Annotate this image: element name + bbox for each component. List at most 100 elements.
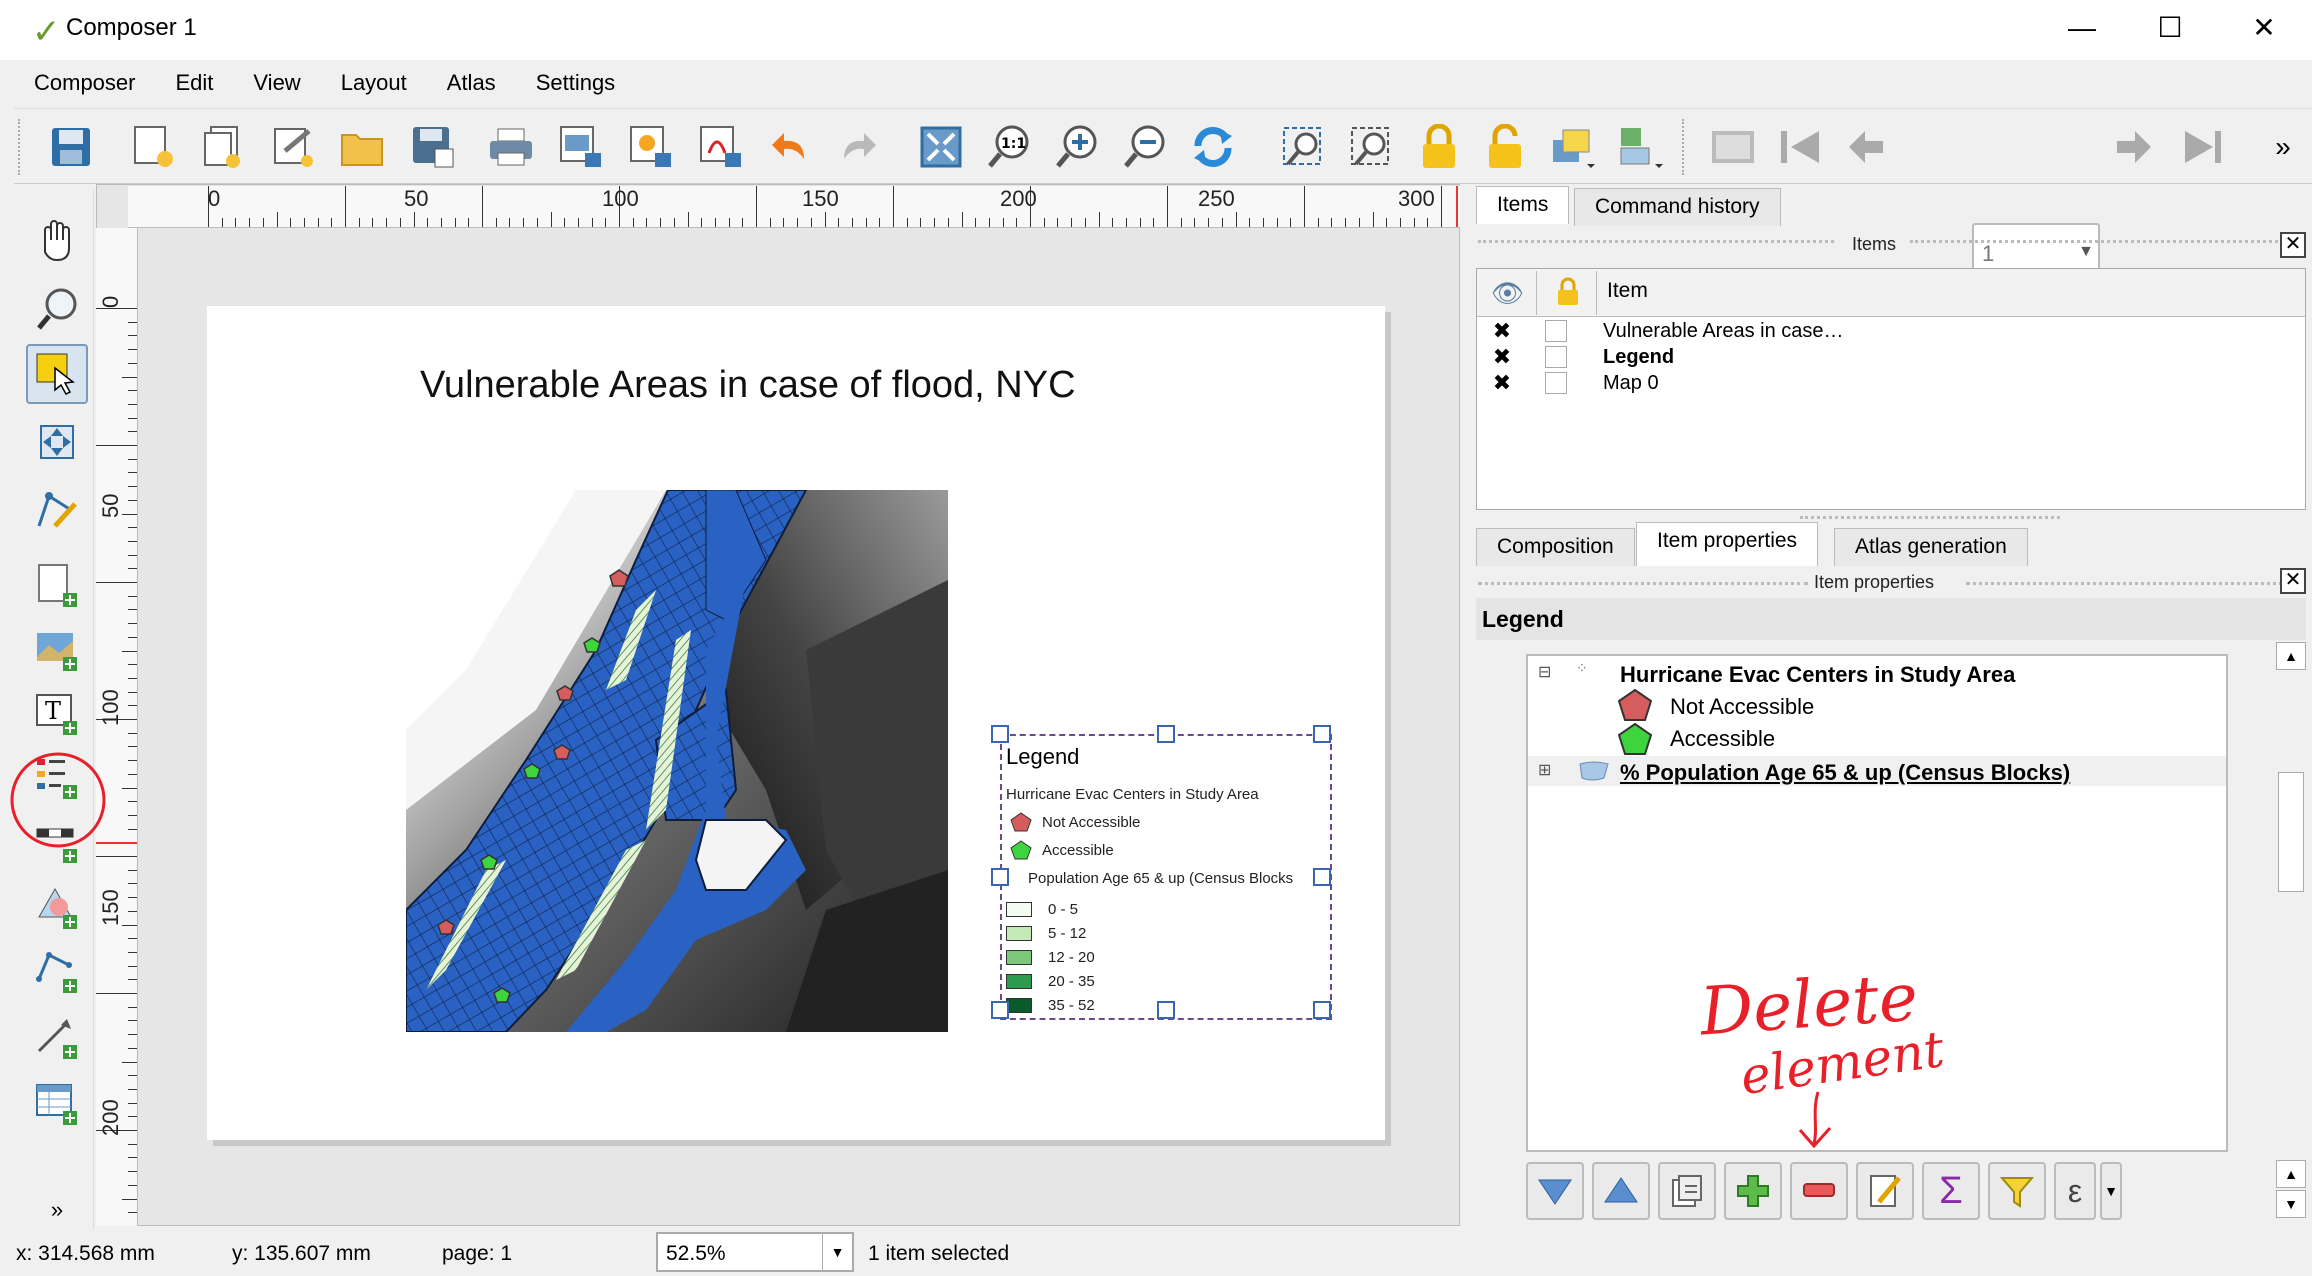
menu-layout[interactable]: Layout: [340, 70, 407, 95]
scroll-down-button[interactable]: ▼: [2276, 1190, 2306, 1218]
zoom-tool-icon[interactable]: [26, 278, 88, 338]
resize-handle[interactable]: [1157, 1001, 1175, 1019]
add-legend-icon[interactable]: [26, 748, 88, 808]
maximize-button[interactable]: ☐: [2157, 12, 2183, 43]
edit-nodes-tool-icon[interactable]: [26, 478, 88, 538]
vertical-ruler[interactable]: 0 50 100 150 200: [96, 228, 138, 1226]
add-shape-icon[interactable]: [26, 878, 88, 938]
visibility-checkbox[interactable]: ✖: [1492, 370, 1512, 395]
dock-grip[interactable]: [1910, 240, 2290, 250]
zoom-out-icon[interactable]: [1116, 119, 1174, 175]
toolbar-grip[interactable]: [18, 119, 24, 175]
add-polygon-icon[interactable]: [26, 942, 88, 1002]
export-pdf-icon[interactable]: [692, 119, 750, 175]
resize-handle[interactable]: [991, 1001, 1009, 1019]
save-template-icon[interactable]: [404, 119, 462, 175]
dock-grip[interactable]: [1478, 240, 1834, 250]
add-arrow-icon[interactable]: [26, 1008, 88, 1068]
chevron-down-icon[interactable]: ▼: [822, 1234, 852, 1270]
resize-handle[interactable]: [1313, 725, 1331, 743]
toolbox-more-icon[interactable]: »: [50, 1197, 64, 1222]
lock-checkbox[interactable]: [1545, 346, 1567, 368]
legend-section-header[interactable]: Legend: [1476, 598, 2306, 640]
tree-group-label[interactable]: Hurricane Evac Centers in Study Area: [1620, 662, 2016, 687]
expand-icon[interactable]: ⊞: [1538, 762, 1552, 779]
select-move-tool-icon[interactable]: [26, 344, 88, 404]
items-table[interactable]: 👁 Item ✖ Vulnerable Areas in case… ✖ Leg…: [1476, 268, 2306, 510]
menu-composer[interactable]: Composer: [34, 70, 136, 95]
undo-icon[interactable]: [762, 119, 820, 175]
tab-items[interactable]: Items: [1476, 186, 1570, 224]
resize-handle[interactable]: [1313, 1001, 1331, 1019]
table-row[interactable]: ✖ Legend: [1477, 345, 2305, 371]
expression-icon[interactable]: ε: [2054, 1162, 2096, 1220]
zoom-combobox[interactable]: 52.5% ▼: [656, 1232, 854, 1272]
properties-scrollbar[interactable]: ▲ ▲ ▼: [2274, 642, 2308, 1222]
lock-icon[interactable]: [1410, 119, 1468, 175]
add-page-icon[interactable]: [26, 556, 88, 616]
tab-command-history[interactable]: Command history: [1574, 188, 1781, 226]
visibility-checkbox[interactable]: ✖: [1492, 344, 1512, 369]
legend-item[interactable]: Legend Hurricane Evac Centers in Study A…: [1000, 734, 1332, 1020]
minimize-button[interactable]: —: [2068, 12, 2096, 43]
zoom-in-icon[interactable]: [1048, 119, 1106, 175]
scroll-thumb[interactable]: [2278, 772, 2304, 892]
duplicate-composer-icon[interactable]: [194, 119, 252, 175]
tree-group-label[interactable]: % Population Age 65 & up (Census Blocks): [1620, 760, 2071, 785]
close-button[interactable]: ✕: [2252, 12, 2276, 43]
sum-count-icon[interactable]: Σ: [1922, 1162, 1980, 1220]
composition-title-label[interactable]: Vulnerable Areas in case of flood, NYC: [420, 364, 1076, 406]
save-icon[interactable]: [42, 119, 100, 175]
tree-item-label[interactable]: Not Accessible: [1670, 694, 1815, 719]
move-content-tool-icon[interactable]: [26, 412, 88, 472]
open-template-icon[interactable]: [334, 119, 392, 175]
add-scalebar-icon[interactable]: [26, 812, 88, 872]
menu-view[interactable]: View: [253, 70, 301, 95]
tree-item-label[interactable]: Accessible: [1670, 726, 1776, 751]
horizontal-ruler[interactable]: 0 50 100 150 200 250 300: [128, 186, 1460, 228]
toolbar-overflow-button[interactable]: »: [2275, 131, 2291, 162]
move-down-icon[interactable]: [1526, 1162, 1584, 1220]
add-item-icon[interactable]: [1724, 1162, 1782, 1220]
lock-checkbox[interactable]: [1545, 320, 1567, 342]
resize-handle[interactable]: [991, 868, 1009, 886]
zoom-full-icon[interactable]: [912, 119, 970, 175]
map-item[interactable]: [406, 490, 948, 1032]
lock-checkbox[interactable]: [1545, 372, 1567, 394]
dock-grip[interactable]: [1478, 582, 1808, 592]
tab-item-properties[interactable]: Item properties: [1636, 522, 1819, 566]
new-composer-icon[interactable]: [124, 119, 182, 175]
select-all-icon[interactable]: [1274, 119, 1332, 175]
refresh-icon[interactable]: [1184, 119, 1242, 175]
add-label-icon[interactable]: T: [26, 684, 88, 744]
add-attribute-table-icon[interactable]: [26, 1074, 88, 1134]
add-map-icon[interactable]: [26, 620, 88, 680]
close-dock-button[interactable]: ✕: [2280, 232, 2306, 258]
menu-settings[interactable]: Settings: [535, 70, 616, 95]
scroll-up-button[interactable]: ▲: [2276, 1160, 2306, 1188]
edit-item-icon[interactable]: [1856, 1162, 1914, 1220]
align-icon[interactable]: [1612, 119, 1670, 175]
table-row[interactable]: ✖ Vulnerable Areas in case…: [1477, 319, 2305, 345]
splitter-grip[interactable]: [1800, 516, 2060, 526]
deselect-icon[interactable]: [1342, 119, 1400, 175]
remove-item-icon[interactable]: [1790, 1162, 1848, 1220]
print-icon[interactable]: [482, 119, 540, 175]
zoom-actual-icon[interactable]: 1:1: [980, 119, 1038, 175]
export-svg-icon[interactable]: [622, 119, 680, 175]
table-row[interactable]: ✖ Map 0: [1477, 371, 2305, 397]
chevron-down-icon[interactable]: ▼: [2078, 243, 2094, 260]
scroll-up-button[interactable]: ▲: [2276, 642, 2306, 670]
redo-icon[interactable]: [828, 119, 886, 175]
unlock-icon[interactable]: [1476, 119, 1534, 175]
tab-atlas-generation[interactable]: Atlas generation: [1834, 528, 2028, 566]
resize-handle[interactable]: [1313, 868, 1331, 886]
move-up-icon[interactable]: [1592, 1162, 1650, 1220]
resize-handle[interactable]: [991, 725, 1009, 743]
legend-items-tree[interactable]: ⊟ ⁘ Hurricane Evac Centers in Study Area…: [1526, 654, 2228, 1152]
composer-manager-icon[interactable]: [264, 119, 322, 175]
tab-composition[interactable]: Composition: [1476, 528, 1635, 566]
collapse-icon[interactable]: ⊟: [1538, 664, 1552, 681]
menu-edit[interactable]: Edit: [175, 70, 214, 95]
resize-handle[interactable]: [1157, 725, 1175, 743]
